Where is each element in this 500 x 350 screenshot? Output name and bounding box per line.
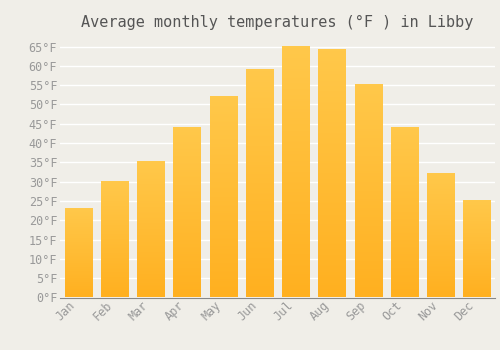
Title: Average monthly temperatures (°F ) in Libby: Average monthly temperatures (°F ) in Li…: [82, 15, 473, 30]
